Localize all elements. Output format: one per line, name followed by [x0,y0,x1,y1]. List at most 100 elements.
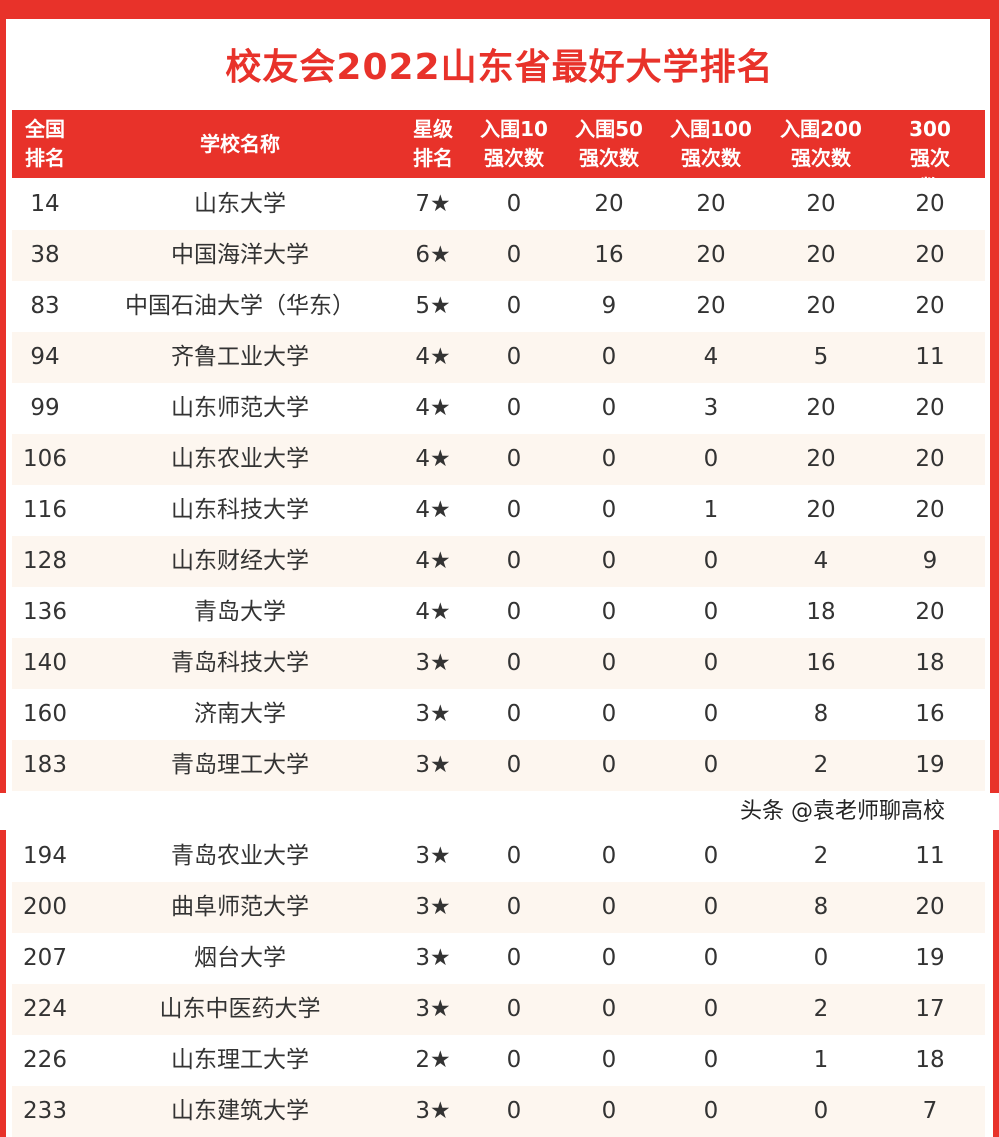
cell-top200-count: 2 [813,996,829,1022]
frame-left [0,0,6,793]
cell-top10-count: 0 [506,344,522,370]
cell-star-rank: 3★ [415,650,451,676]
cell-top300-count: 20 [915,599,945,625]
cell-top10-count: 0 [506,293,522,319]
cell-top50-count: 16 [594,242,624,268]
cell-top100-count: 0 [703,1047,719,1073]
cell-top200-count: 20 [806,242,836,268]
watermark: 头条 @袁老师聊高校 [740,799,945,824]
cell-top10-count: 0 [506,446,522,472]
cell-top50-count: 0 [601,599,617,625]
cell-top100-count: 3 [703,395,719,421]
frame-right [990,0,999,793]
cell-national-rank: 200 [23,894,67,920]
cell-star-rank: 4★ [415,395,451,421]
cell-top200-count: 18 [806,599,836,625]
cell-top50-count: 0 [601,1098,617,1124]
cell-star-rank: 3★ [415,945,451,971]
cell-star-rank: 5★ [415,293,451,319]
cell-school-name: 济南大学 [194,701,286,727]
table-row: 116 山东科技大学 4★ 0 0 1 20 20 [12,485,985,536]
cell-top200-count: 2 [813,843,829,869]
cell-top50-count: 0 [601,446,617,472]
cell-top300-count: 11 [915,344,945,370]
cell-top10-count: 0 [506,242,522,268]
cell-top10-count: 0 [506,191,522,217]
cell-school-name: 青岛大学 [194,599,286,625]
cell-top200-count: 1 [813,1047,829,1073]
cell-star-rank: 4★ [415,344,451,370]
cell-top100-count: 1 [703,497,719,523]
table-row: 14 山东大学 7★ 0 20 20 20 20 [12,179,985,230]
cell-top10-count: 0 [506,1047,522,1073]
cell-top100-count: 0 [703,701,719,727]
frame-left-lower [0,830,6,1137]
cell-national-rank: 116 [23,497,67,523]
cell-top100-count: 0 [703,945,719,971]
cell-school-name: 中国石油大学（华东） [125,293,355,319]
table-row: 38 中国海洋大学 6★ 0 16 20 20 20 [12,230,985,281]
cell-top100-count: 0 [703,548,719,574]
cell-top200-count: 2 [813,752,829,778]
cell-school-name: 山东中医药大学 [159,996,321,1022]
cell-national-rank: 233 [23,1098,67,1124]
cell-national-rank: 14 [30,191,60,217]
cell-top50-count: 0 [601,497,617,523]
cell-national-rank: 224 [23,996,67,1022]
cell-top300-count: 20 [915,293,945,319]
cell-top50-count: 0 [601,752,617,778]
cell-star-rank: 4★ [415,548,451,574]
cell-school-name: 中国海洋大学 [171,242,309,268]
cell-top10-count: 0 [506,996,522,1022]
cell-star-rank: 3★ [415,894,451,920]
table-row: 233 山东建筑大学 3★ 0 0 0 0 7 [12,1086,985,1137]
cell-top10-count: 0 [506,945,522,971]
cell-top200-count: 20 [806,293,836,319]
cell-top100-count: 20 [696,191,726,217]
cell-top10-count: 0 [506,752,522,778]
cell-national-rank: 106 [23,446,67,472]
table-row: 183 青岛理工大学 3★ 0 0 0 2 19 [12,740,985,791]
cell-top50-count: 9 [601,293,617,319]
cell-top10-count: 0 [506,599,522,625]
cell-top300-count: 20 [915,395,945,421]
table-row: 136 青岛大学 4★ 0 0 0 18 20 [12,587,985,638]
table-row: 83 中国石油大学（华东） 5★ 0 9 20 20 20 [12,281,985,332]
cell-school-name: 山东财经大学 [171,548,309,574]
cell-top50-count: 0 [601,1047,617,1073]
cell-top10-count: 0 [506,894,522,920]
cell-top300-count: 9 [922,548,938,574]
cell-top200-count: 0 [813,1098,829,1124]
cell-top300-count: 18 [915,1047,945,1073]
cell-top10-count: 0 [506,1098,522,1124]
cell-school-name: 山东大学 [194,191,286,217]
cell-national-rank: 207 [23,945,67,971]
cell-top50-count: 0 [601,701,617,727]
cell-top100-count: 20 [696,242,726,268]
cell-top300-count: 11 [915,843,945,869]
table-row: 200 曲阜师范大学 3★ 0 0 0 8 20 [12,882,985,933]
table-row: 194 青岛农业大学 3★ 0 0 0 2 11 [12,831,985,882]
cell-school-name: 山东师范大学 [171,395,309,421]
cell-top200-count: 8 [813,894,829,920]
cell-star-rank: 4★ [415,446,451,472]
cell-top100-count: 0 [703,1098,719,1124]
cell-national-rank: 226 [23,1047,67,1073]
table-header: 全国 排名 学校名称 星级 排名 入围10 强次数 入围50 强次数 入围100 强次数入… [12,88,985,199]
cell-top100-count: 0 [703,843,719,869]
cell-top200-count: 4 [813,548,829,574]
cell-top300-count: 20 [915,446,945,472]
cell-top10-count: 0 [506,548,522,574]
cell-top50-count: 0 [601,945,617,971]
cell-school-name: 山东理工大学 [171,1047,309,1073]
cell-national-rank: 183 [23,752,67,778]
cell-school-name: 青岛农业大学 [171,843,309,869]
cell-school-name: 山东科技大学 [171,497,309,523]
cell-school-name: 烟台大学 [194,945,286,971]
cell-top300-count: 19 [915,752,945,778]
cell-top50-count: 20 [594,191,624,217]
cell-top10-count: 0 [506,395,522,421]
cell-top100-count: 20 [696,293,726,319]
cell-top200-count: 20 [806,446,836,472]
table-row: 140 青岛科技大学 3★ 0 0 0 16 18 [12,638,985,689]
